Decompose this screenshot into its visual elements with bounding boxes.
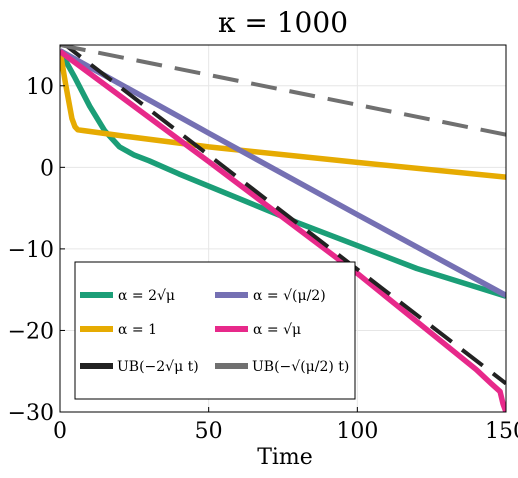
- y-tick-label: −20: [8, 319, 54, 344]
- x-axis-label: Time: [257, 445, 313, 470]
- series-line-0: [60, 49, 506, 299]
- legend-label-alpha-sqrt-mu: α = √μ: [253, 322, 301, 338]
- legend-label-alpha-1: α = 1: [118, 322, 157, 338]
- axis-ticks: 050100150100−10−20−30: [8, 75, 518, 444]
- legend: α = 2√μ α = √(μ/2) α = 1 α = √μ UB(−2√μ …: [74, 261, 356, 400]
- legend-label-ub-2sqrt-mu: UB(−2√μ t): [117, 359, 199, 375]
- y-tick-label: 0: [40, 156, 54, 181]
- series-line-1: [60, 50, 506, 180]
- chart-title: κ = 1000: [218, 6, 348, 39]
- series-line-3: [60, 49, 506, 412]
- x-tick-label: 100: [336, 419, 378, 444]
- x-tick-label: 150: [485, 419, 518, 444]
- plot-frame: [59, 44, 507, 413]
- series-line-4: [62, 45, 506, 386]
- y-tick-label: 10: [26, 75, 54, 100]
- y-tick-label: −10: [8, 238, 54, 263]
- y-tick-label: −30: [8, 401, 54, 426]
- x-tick-label: 0: [53, 419, 67, 444]
- x-tick-label: 50: [195, 419, 223, 444]
- series-group: [60, 45, 506, 412]
- series-line-2: [60, 48, 506, 298]
- legend-label-ub-sqrt-mu-half: UB(−√(μ/2) t): [252, 359, 349, 375]
- legend-label-alpha-sqrt-mu-half: α = √(μ/2): [253, 288, 326, 304]
- legend-label-alpha-2sqrt-mu: α = 2√μ: [118, 288, 175, 304]
